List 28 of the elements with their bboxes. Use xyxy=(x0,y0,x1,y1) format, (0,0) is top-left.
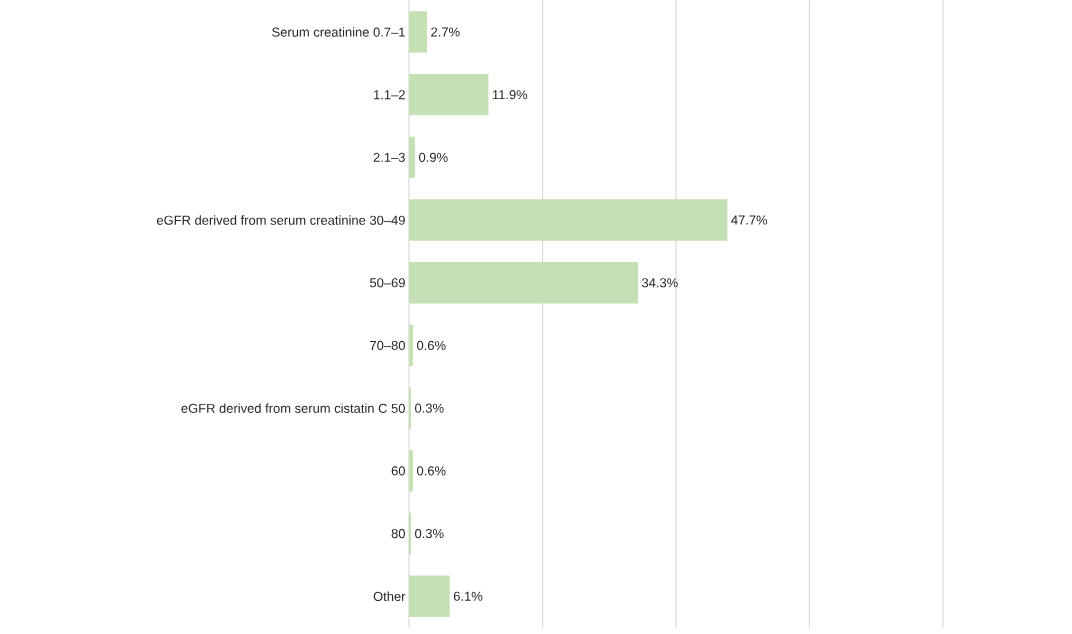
data-label: 2.7% xyxy=(431,27,460,37)
y-tick-label: Other xyxy=(373,591,406,601)
y-tick-label: 50–69 xyxy=(369,277,405,288)
data-label: 0.3% xyxy=(415,528,444,538)
bar xyxy=(409,11,428,53)
bar xyxy=(409,73,489,116)
bar xyxy=(409,324,414,366)
data-label: 47.7% xyxy=(731,215,768,225)
data-label: 11.9% xyxy=(492,89,528,100)
y-tick-label: 70–80 xyxy=(370,340,405,350)
y-tick-label: 1.1–2 xyxy=(374,89,405,99)
bar xyxy=(409,136,416,178)
data-label: 0.3% xyxy=(415,403,444,413)
y-tick-label: eGFR derived from serum creatinine 30–49 xyxy=(156,215,405,225)
bar xyxy=(409,261,638,304)
bar xyxy=(409,449,414,492)
y-tick-label: 80 xyxy=(391,528,405,538)
y-tick-label: eGFR derived from serum cistatin C 50 xyxy=(181,403,405,413)
bar xyxy=(409,575,450,617)
data-label: 34.3% xyxy=(641,277,678,288)
data-label: 0.6% xyxy=(417,466,446,476)
data-label: 6.1% xyxy=(453,591,483,601)
data-label: 0.9% xyxy=(419,152,448,162)
data-label: 0.6% xyxy=(417,340,446,350)
bar xyxy=(409,199,728,241)
y-tick-label: 2.1–3 xyxy=(373,152,405,162)
y-tick-label: 60 xyxy=(391,466,405,476)
y-tick-label: Serum creatinine 0.7–1 xyxy=(272,26,405,37)
